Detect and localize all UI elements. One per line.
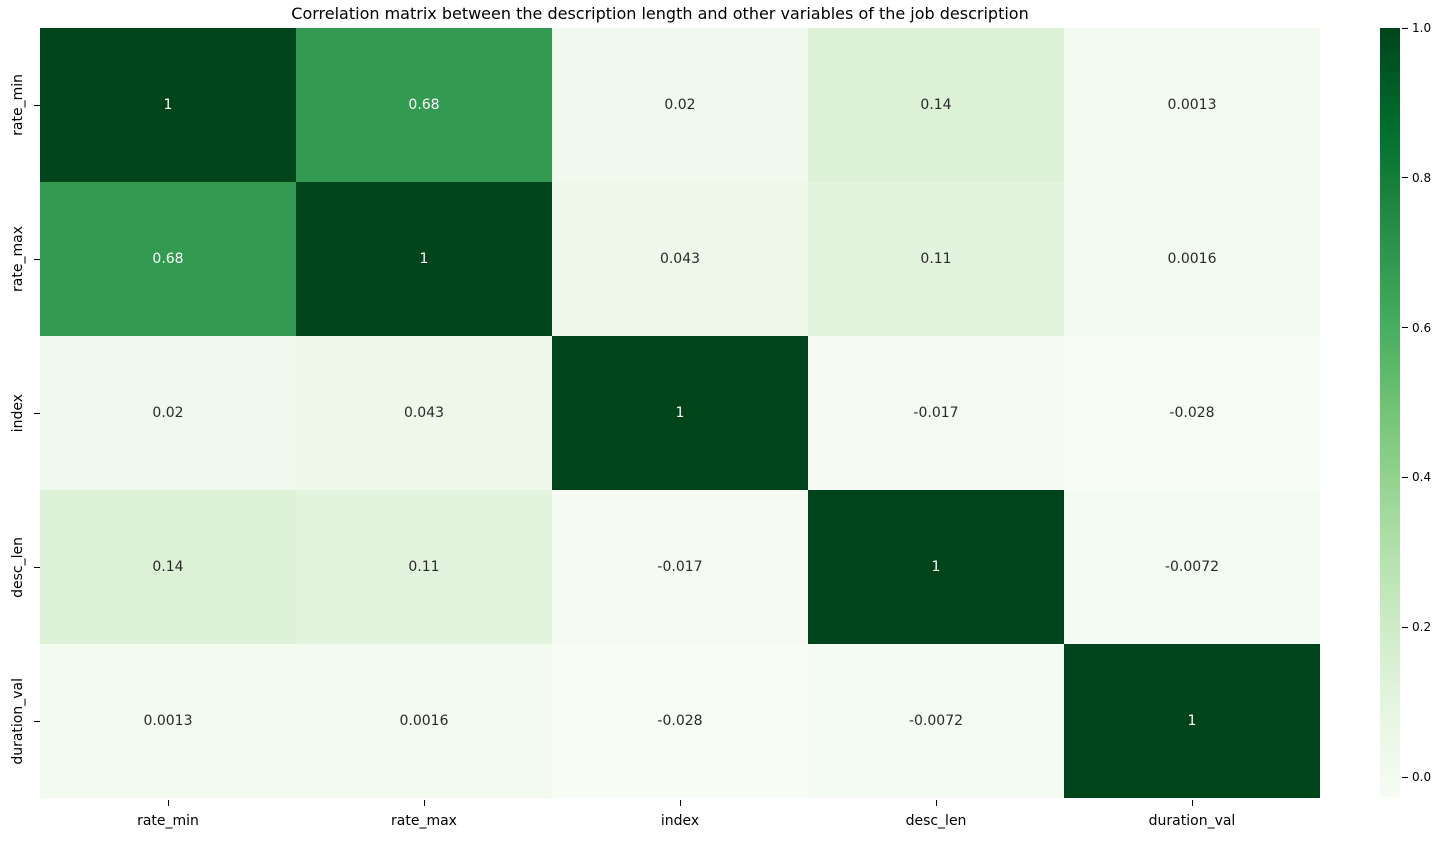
x-axis-label: rate_max <box>296 800 552 840</box>
colorbar-ticks: 0.00.20.40.60.81.0 <box>1402 28 1440 798</box>
chart-container: Correlation matrix between the descripti… <box>0 0 1440 841</box>
colorbar-tick: 0.2 <box>1402 620 1431 634</box>
heatmap-cell: 1 <box>40 28 296 182</box>
colorbar-tick: 0.6 <box>1402 321 1431 335</box>
heatmap-cell: -0.028 <box>552 644 808 798</box>
y-axis-label: desc_len <box>0 490 40 644</box>
heatmap-cell: 0.11 <box>296 490 552 644</box>
heatmap-cell: 0.043 <box>296 336 552 490</box>
heatmap-cell: 0.02 <box>40 336 296 490</box>
colorbar <box>1380 28 1400 798</box>
heatmap-cell: 0.0013 <box>40 644 296 798</box>
heatmap-cell: 0.68 <box>296 28 552 182</box>
heatmap-cell: 0.14 <box>808 28 1064 182</box>
y-axis-label: rate_max <box>0 182 40 336</box>
heatmap-cell: -0.017 <box>808 336 1064 490</box>
heatmap-cell: 0.043 <box>552 182 808 336</box>
heatmap-cell: 0.0016 <box>296 644 552 798</box>
heatmap-cell: 0.68 <box>40 182 296 336</box>
y-axis-label: rate_min <box>0 28 40 182</box>
x-axis-label: index <box>552 800 808 840</box>
heatmap-grid: 10.680.020.140.00130.6810.0430.110.00160… <box>40 28 1320 798</box>
heatmap-cell: 1 <box>296 182 552 336</box>
heatmap-cell: -0.0072 <box>1064 490 1320 644</box>
y-axis-label: index <box>0 336 40 490</box>
colorbar-tick: 0.8 <box>1402 171 1431 185</box>
heatmap-cell: -0.017 <box>552 490 808 644</box>
chart-title: Correlation matrix between the descripti… <box>0 4 1320 23</box>
heatmap-cell: 0.11 <box>808 182 1064 336</box>
x-axis-label: desc_len <box>808 800 1064 840</box>
x-axis-label: duration_val <box>1064 800 1320 840</box>
x-axis-labels: rate_minrate_maxindexdesc_lenduration_va… <box>40 800 1320 840</box>
heatmap-cell: -0.0072 <box>808 644 1064 798</box>
colorbar-tick: 0.4 <box>1402 470 1431 484</box>
colorbar-gradient <box>1380 28 1400 798</box>
heatmap-cell: -0.028 <box>1064 336 1320 490</box>
heatmap-cell: 0.0016 <box>1064 182 1320 336</box>
y-axis-label: duration_val <box>0 644 40 798</box>
heatmap-cell: 1 <box>1064 644 1320 798</box>
heatmap-cell: 0.14 <box>40 490 296 644</box>
heatmap-cell: 0.0013 <box>1064 28 1320 182</box>
heatmap-cell: 1 <box>552 336 808 490</box>
x-axis-label: rate_min <box>40 800 296 840</box>
heatmap-cell: 1 <box>808 490 1064 644</box>
y-axis-labels: rate_minrate_maxindexdesc_lenduration_va… <box>0 28 40 798</box>
colorbar-tick: 1.0 <box>1402 21 1431 35</box>
colorbar-tick: 0.0 <box>1402 770 1431 784</box>
heatmap-cell: 0.02 <box>552 28 808 182</box>
